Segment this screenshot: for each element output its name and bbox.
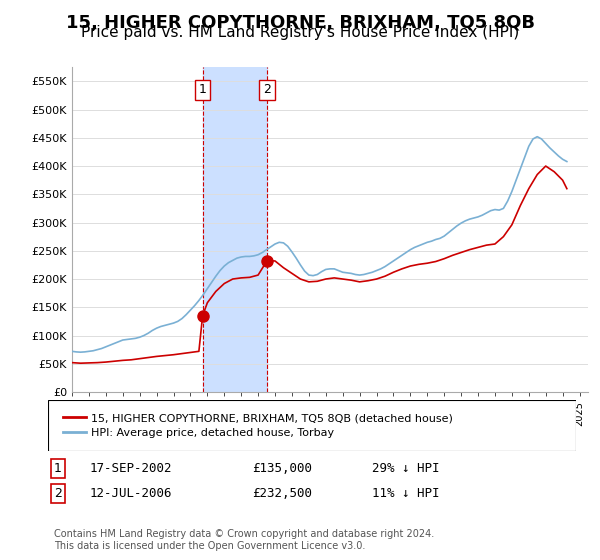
Text: 15, HIGHER COPYTHORNE, BRIXHAM, TQ5 8QB: 15, HIGHER COPYTHORNE, BRIXHAM, TQ5 8QB xyxy=(65,14,535,32)
Text: 17-SEP-2002: 17-SEP-2002 xyxy=(90,462,173,475)
Bar xyxy=(203,67,267,392)
Text: £135,000: £135,000 xyxy=(252,462,312,475)
Text: 1: 1 xyxy=(54,462,62,475)
Text: £232,500: £232,500 xyxy=(252,487,312,500)
Text: 1: 1 xyxy=(199,83,206,96)
Legend: 15, HIGHER COPYTHORNE, BRIXHAM, TQ5 8QB (detached house), HPI: Average price, de: 15, HIGHER COPYTHORNE, BRIXHAM, TQ5 8QB … xyxy=(59,409,457,442)
Text: Price paid vs. HM Land Registry's House Price Index (HPI): Price paid vs. HM Land Registry's House … xyxy=(81,25,519,40)
FancyBboxPatch shape xyxy=(48,400,576,451)
Text: 29% ↓ HPI: 29% ↓ HPI xyxy=(372,462,439,475)
Text: 12-JUL-2006: 12-JUL-2006 xyxy=(90,487,173,500)
Text: 2: 2 xyxy=(263,83,271,96)
Text: 2: 2 xyxy=(54,487,62,500)
Text: Contains HM Land Registry data © Crown copyright and database right 2024.
This d: Contains HM Land Registry data © Crown c… xyxy=(54,529,434,551)
Text: 11% ↓ HPI: 11% ↓ HPI xyxy=(372,487,439,500)
